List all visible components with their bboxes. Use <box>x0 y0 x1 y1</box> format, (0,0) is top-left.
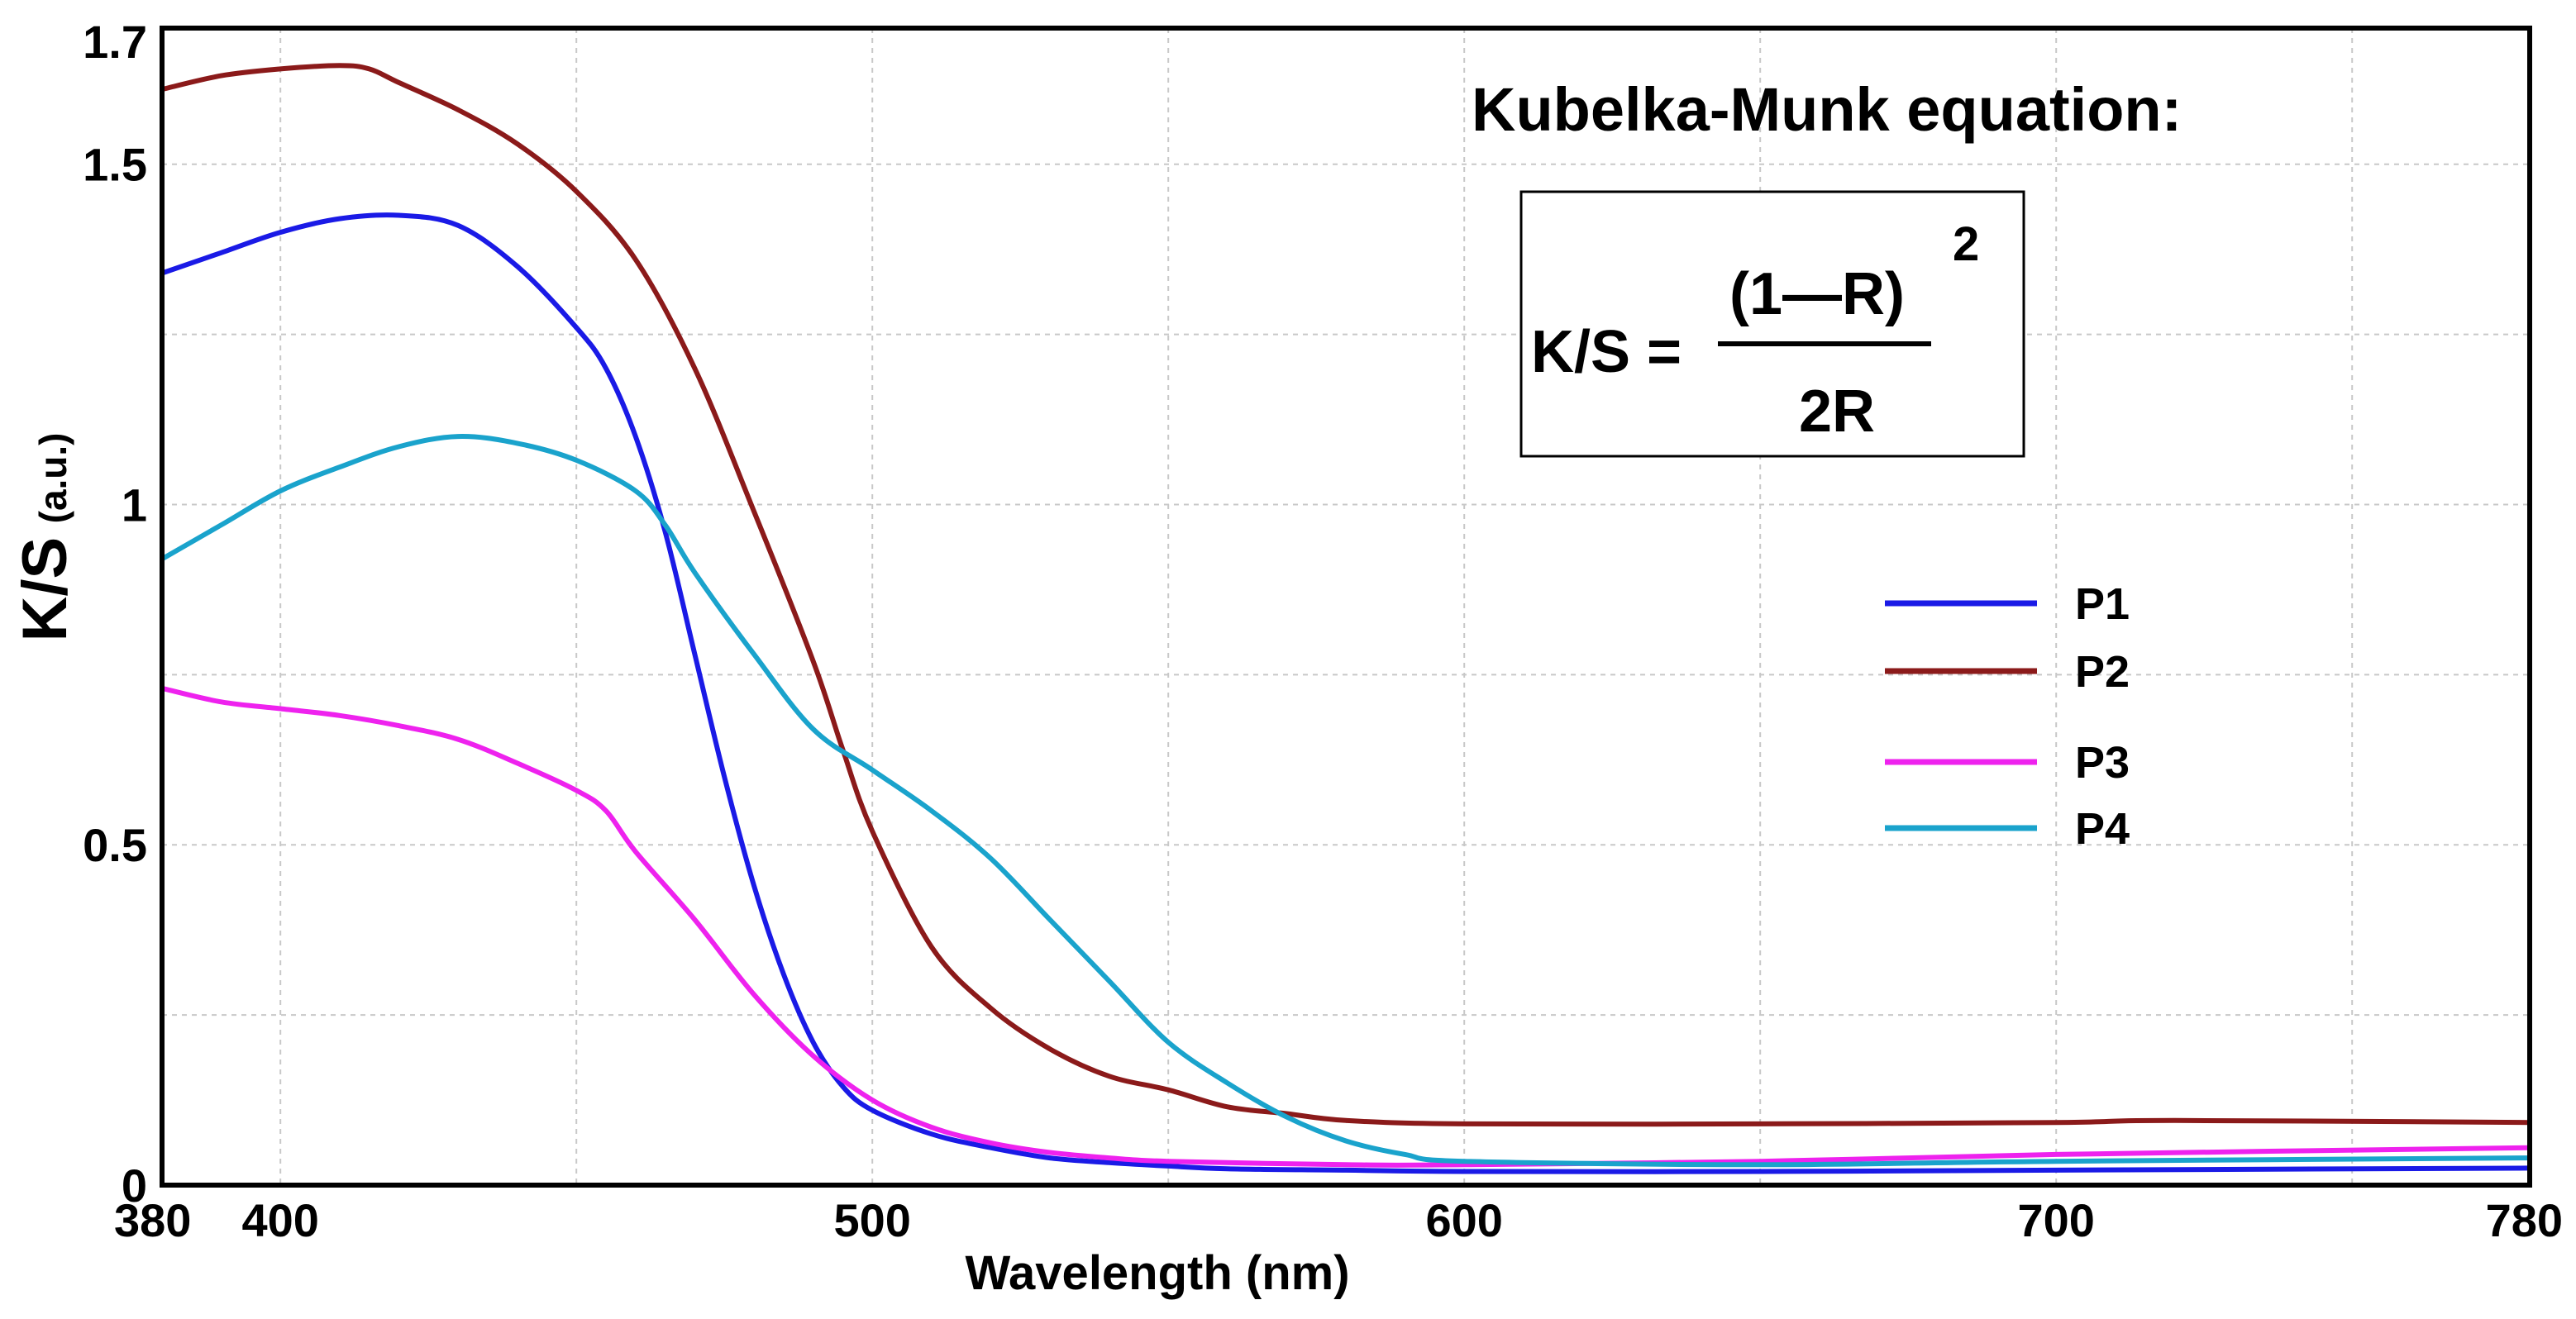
series-line-p2 <box>161 63 2531 1127</box>
x-tick-label: 380 <box>114 1194 191 1246</box>
plot-frame <box>160 26 2532 1188</box>
x-axis-title: Wavelength (nm) <box>965 1246 1349 1300</box>
y-tick-label: 1 <box>122 479 147 531</box>
equation-denominator: 2R <box>1799 379 1875 445</box>
y-axis-title-group: K/S (a.u.) <box>10 432 80 641</box>
grid-lines <box>162 28 2530 1185</box>
series-line-p1 <box>161 212 2531 1174</box>
series-line-p4 <box>160 434 2531 1168</box>
legend-label-p4: P4 <box>2075 804 2130 854</box>
y-tick-label: 0.5 <box>83 819 147 871</box>
y-tick-label: 1.5 <box>83 139 147 191</box>
equation-exponent: 2 <box>1953 217 1979 271</box>
legend-label-p3: P3 <box>2075 738 2130 788</box>
series-layer <box>160 63 2531 1174</box>
x-tick-label: 600 <box>1425 1194 1502 1246</box>
x-tick-label: 400 <box>241 1194 318 1246</box>
x-tick-label: 500 <box>833 1194 910 1246</box>
y-tick-label: 1.7 <box>83 16 147 68</box>
equation-title: Kubelka-Munk equation: <box>1472 75 2182 144</box>
equation-annotation: Kubelka-Munk equation: K/S = (1—R) 2 2R <box>1472 75 2182 458</box>
legend-label-p2: P2 <box>2075 647 2130 697</box>
y-axis-title: K/S (a.u.) <box>10 432 80 641</box>
equation-box <box>1519 190 2025 458</box>
legend-label-p1: P1 <box>2075 579 2130 629</box>
y-axis-title-unit: (a.u.) <box>31 432 74 523</box>
x-tick-label: 700 <box>2017 1194 2094 1246</box>
tick-labels: 380 400 500 600 700 780 0 0.5 1 1.5 1.7 <box>83 16 2563 1246</box>
x-tick-label: 780 <box>2486 1194 2563 1246</box>
legend: P1 P2 P3 P4 <box>1885 579 2130 854</box>
y-axis-title-main: K/S <box>10 537 80 642</box>
equation-lhs: K/S = <box>1531 319 1682 385</box>
equation-numerator: (1—R) <box>1729 261 1905 327</box>
y-tick-label: 0 <box>122 1159 147 1212</box>
series-line-p3 <box>161 685 2531 1168</box>
